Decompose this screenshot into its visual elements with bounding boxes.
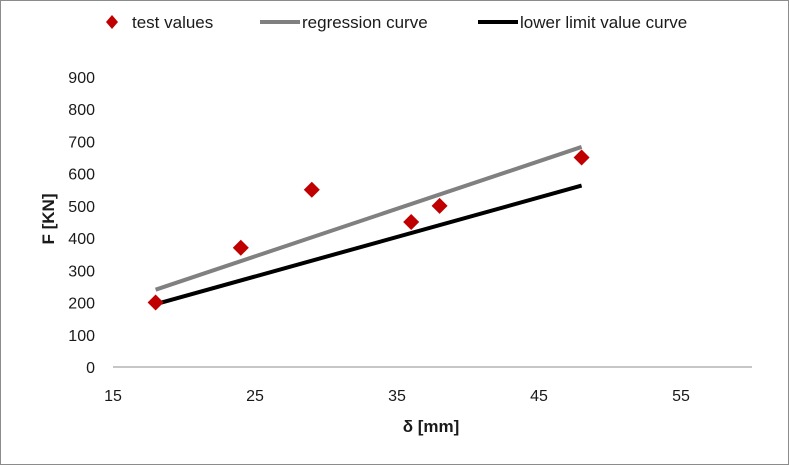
- test-value-point: [403, 214, 420, 230]
- y-tick-label: 500: [68, 199, 95, 216]
- x-tick-labels: 15 25 35 45 55: [104, 388, 690, 405]
- legend-label-test-values: test values: [132, 13, 213, 32]
- x-tick-label: 55: [672, 388, 690, 405]
- legend-marker-diamond-icon: [106, 15, 118, 29]
- legend-label-regression-curve: regression curve: [302, 13, 428, 32]
- y-tick-label: 0: [86, 360, 95, 377]
- legend: test values regression curve lower limit…: [106, 13, 687, 32]
- y-tick-label: 100: [68, 328, 95, 345]
- series-points: [147, 149, 590, 311]
- x-tick-label: 45: [530, 388, 548, 405]
- test-value-point: [431, 197, 448, 214]
- x-tick-label: 35: [388, 388, 406, 405]
- legend-label-lower-limit: lower limit value curve: [520, 13, 687, 32]
- y-tick-label: 300: [68, 263, 95, 280]
- test-value-point: [232, 239, 249, 256]
- x-tick-label: 15: [104, 388, 122, 405]
- y-tick-label: 400: [68, 231, 95, 248]
- legend-item-lower-limit: lower limit value curve: [478, 13, 687, 32]
- test-value-point: [573, 149, 590, 166]
- legend-item-regression-curve: regression curve: [260, 13, 428, 32]
- y-tick-label: 900: [68, 70, 95, 87]
- y-tick-label: 700: [68, 134, 95, 151]
- y-tick-labels: 0 100 200 300 400 500 600 700 800 900: [68, 70, 95, 377]
- series-lines: [154, 145, 583, 307]
- y-tick-label: 800: [68, 102, 95, 119]
- x-tick-label: 25: [246, 388, 264, 405]
- y-tick-label: 600: [68, 167, 95, 184]
- series-line-lower-limit-value-curve: [155, 183, 583, 307]
- series-line-regression-curve: [154, 145, 583, 292]
- x-axis-title: δ [mm]: [403, 417, 460, 436]
- test-value-point: [303, 181, 320, 198]
- y-tick-label: 200: [68, 296, 95, 313]
- legend-item-test-values: test values: [106, 13, 213, 32]
- y-axis-title: F [KN]: [39, 194, 58, 245]
- test-value-point: [147, 294, 164, 311]
- plot-area: 15 25 35 45 55 0 100 200 300 400 500 600 700 800 900: [68, 70, 752, 405]
